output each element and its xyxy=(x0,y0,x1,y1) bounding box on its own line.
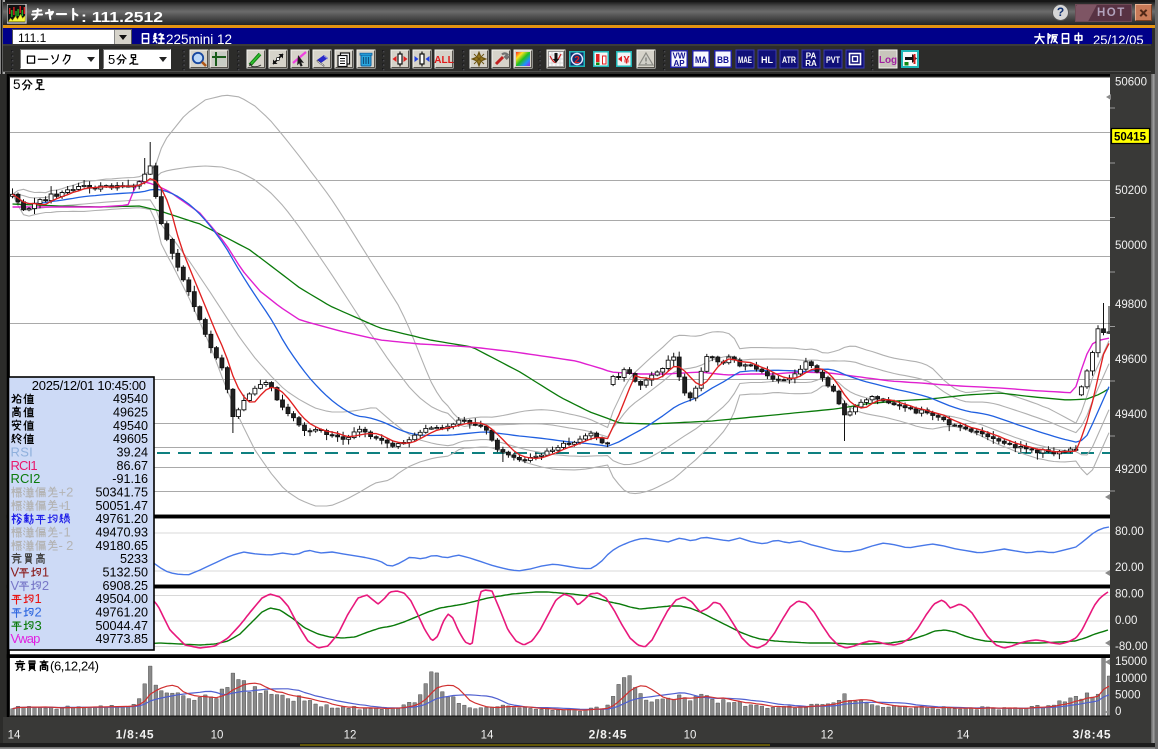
svg-text:50051.47: 50051.47 xyxy=(95,499,148,513)
svg-text:AP: AP xyxy=(673,59,685,68)
svg-text:1/8:45: 1/8:45 xyxy=(116,728,155,742)
svg-text:3/8:45: 3/8:45 xyxy=(1073,728,1112,742)
svg-text:MA: MA xyxy=(695,55,707,66)
svg-text:25/12/05: 25/12/05 xyxy=(1093,33,1144,48)
svg-text:49180.65: 49180.65 xyxy=(95,539,148,553)
svg-text:80.00: 80.00 xyxy=(1115,526,1144,538)
svg-text:5: 5 xyxy=(108,52,115,67)
svg-text:49540: 49540 xyxy=(113,419,148,433)
svg-text:50044.47: 50044.47 xyxy=(95,619,148,633)
svg-text:49470.93: 49470.93 xyxy=(95,526,148,540)
svg-text:0: 0 xyxy=(1115,706,1121,718)
svg-text:2: 2 xyxy=(35,604,42,619)
svg-text:+1: +1 xyxy=(59,498,71,513)
svg-text:+2: +2 xyxy=(59,485,74,500)
svg-text:V: V xyxy=(11,564,20,579)
svg-text:80.00: 80.00 xyxy=(1115,589,1144,601)
svg-text:PA: PA xyxy=(806,52,817,61)
svg-text:ALL: ALL xyxy=(434,55,453,66)
svg-text:15000: 15000 xyxy=(1115,656,1147,668)
svg-text:10: 10 xyxy=(684,730,697,742)
svg-text:MAE: MAE xyxy=(738,55,752,66)
svg-text:10: 10 xyxy=(211,730,224,742)
svg-text:49773.85: 49773.85 xyxy=(95,632,148,646)
svg-text:RCI1: RCI1 xyxy=(11,458,38,473)
svg-text:49625: 49625 xyxy=(113,406,148,420)
svg-text:Vwap: Vwap xyxy=(11,631,41,646)
svg-text:(6,12,24): (6,12,24) xyxy=(50,658,99,673)
svg-text:6908.25: 6908.25 xyxy=(102,579,148,593)
svg-text:10000: 10000 xyxy=(1115,673,1147,685)
svg-text:50600: 50600 xyxy=(1115,77,1147,89)
svg-text:2: 2 xyxy=(574,55,580,66)
svg-text:49761.20: 49761.20 xyxy=(95,512,148,526)
svg-text:Log: Log xyxy=(879,55,897,66)
svg-text:1: 1 xyxy=(35,591,42,606)
svg-text:3: 3 xyxy=(35,618,42,633)
svg-text:RSI: RSI xyxy=(11,445,33,460)
svg-text:-91.16: -91.16 xyxy=(112,472,148,486)
svg-text:12: 12 xyxy=(821,730,834,742)
svg-text:0.00: 0.00 xyxy=(1115,615,1137,627)
svg-text:50415: 50415 xyxy=(1114,132,1147,144)
svg-text:VW: VW xyxy=(673,52,686,61)
svg-text:225mini 12: 225mini 12 xyxy=(166,32,232,47)
svg-text:50341.75: 50341.75 xyxy=(95,486,148,500)
svg-text:12: 12 xyxy=(344,730,357,742)
svg-text:-2: -2 xyxy=(59,538,74,553)
svg-text:86.67: 86.67 xyxy=(116,459,148,473)
svg-text:2025/12/01 10:45:00: 2025/12/01 10:45:00 xyxy=(32,378,146,393)
svg-text:5000: 5000 xyxy=(1115,690,1141,702)
svg-text:5233: 5233 xyxy=(120,552,148,566)
svg-text:HL: HL xyxy=(761,55,773,66)
svg-text:49605: 49605 xyxy=(113,432,148,446)
svg-text:PVT: PVT xyxy=(826,55,840,66)
svg-text:39.24: 39.24 xyxy=(116,446,148,460)
svg-text:14: 14 xyxy=(481,730,494,742)
svg-text:RA: RA xyxy=(805,59,817,68)
svg-text:49400: 49400 xyxy=(1115,409,1147,421)
svg-text:-1: -1 xyxy=(59,524,71,539)
svg-text:14: 14 xyxy=(957,730,970,742)
svg-text:ATR: ATR xyxy=(782,55,796,66)
svg-text:20.00: 20.00 xyxy=(1115,562,1144,574)
svg-text:5132.50: 5132.50 xyxy=(102,566,148,580)
svg-text:-80.00: -80.00 xyxy=(1115,641,1148,653)
svg-text:1: 1 xyxy=(42,564,49,579)
svg-text:2: 2 xyxy=(42,578,49,593)
svg-text:BB: BB xyxy=(717,55,729,66)
svg-text:V: V xyxy=(11,578,20,593)
svg-text:14: 14 xyxy=(8,730,21,742)
svg-text:49600: 49600 xyxy=(1115,354,1147,366)
svg-text:5: 5 xyxy=(13,77,21,92)
svg-text:49800: 49800 xyxy=(1115,299,1147,311)
svg-text:49761.20: 49761.20 xyxy=(95,606,148,620)
svg-text:RCI2: RCI2 xyxy=(11,471,41,486)
svg-text:2/8:45: 2/8:45 xyxy=(589,728,628,742)
svg-text:49200: 49200 xyxy=(1115,464,1147,476)
svg-text:50000: 50000 xyxy=(1115,240,1147,252)
svg-text:: 111.2512: : 111.2512 xyxy=(81,10,163,26)
svg-text:¥: ¥ xyxy=(623,55,630,67)
svg-text:50200: 50200 xyxy=(1115,185,1147,197)
svg-text:49504.00: 49504.00 xyxy=(95,592,148,606)
svg-text:49540: 49540 xyxy=(113,392,148,406)
